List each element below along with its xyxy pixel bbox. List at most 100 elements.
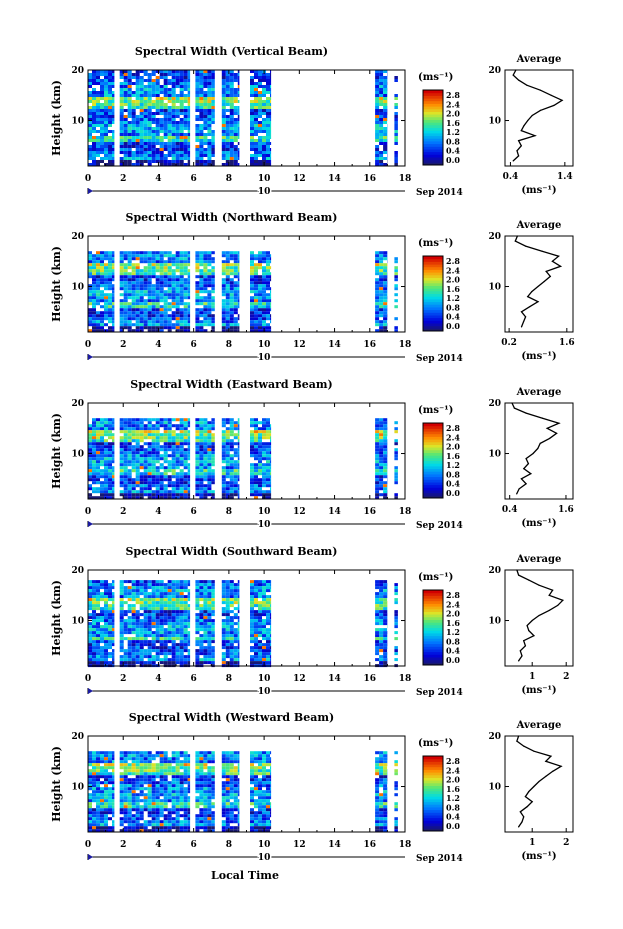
- y-tick-label: 20: [71, 66, 84, 76]
- colorbar-swatch: [423, 122, 443, 126]
- heatmap-cell: [139, 628, 144, 632]
- heatmap-cell: [171, 448, 176, 452]
- heatmap-cell: [221, 85, 226, 88]
- heatmap-cell: [139, 157, 144, 160]
- heatmap-cell: [179, 619, 184, 623]
- heatmap-cell: [258, 293, 262, 297]
- heatmap-cell: [225, 601, 230, 605]
- heatmap-cell: [254, 148, 258, 151]
- colorbar-swatch: [423, 261, 443, 265]
- heatmap-cell: [92, 70, 96, 73]
- heatmap-cell: [127, 85, 132, 88]
- heatmap-cell: [250, 311, 254, 315]
- day-marker-icon: [88, 354, 93, 360]
- heatmap-cell: [175, 163, 180, 166]
- heatmap-cell: [112, 628, 115, 632]
- average-profile-point: [512, 160, 514, 162]
- heatmap-cell: [108, 163, 112, 166]
- heatmap-cell: [225, 493, 230, 497]
- heatmap-cell: [262, 254, 266, 258]
- heatmap-cell: [88, 658, 92, 662]
- heatmap-cell: [159, 296, 164, 300]
- heatmap-cell: [258, 311, 262, 315]
- heatmap-cell: [250, 607, 254, 611]
- colorbar-swatch: [423, 274, 443, 278]
- colorbar-swatch: [423, 100, 443, 104]
- heatmap-cell: [127, 121, 132, 124]
- heatmap-cell: [254, 496, 258, 500]
- heatmap-cell: [155, 284, 160, 288]
- heatmap-cell: [199, 130, 204, 133]
- heatmap-cell: [394, 103, 398, 106]
- heatmap-cell: [203, 631, 208, 635]
- heatmap-cell: [88, 97, 92, 100]
- heatmap-cell: [229, 281, 234, 285]
- heatmap-cell: [131, 142, 136, 145]
- heatmap-cell: [112, 598, 115, 602]
- heatmap-cell: [143, 299, 148, 303]
- colorbar-swatch: [423, 272, 443, 276]
- heatmap-cell: [88, 311, 92, 315]
- heatmap-cell: [195, 302, 200, 306]
- heatmap-cell: [195, 314, 200, 318]
- heatmap-cell: [143, 583, 148, 587]
- heatmap-cell: [100, 445, 104, 449]
- heatmap-cell: [123, 424, 128, 428]
- heatmap-cell: [270, 293, 272, 297]
- heatmap-cell: [108, 151, 112, 154]
- heatmap-cell: [163, 284, 168, 288]
- heatmap-cell: [203, 136, 208, 139]
- heatmap-cell: [171, 601, 176, 605]
- heatmap-cell: [151, 466, 156, 470]
- heatmap-cell: [100, 112, 104, 115]
- heatmap-cell: [199, 457, 204, 461]
- colorbar-swatch: [423, 465, 443, 470]
- colorbar-swatch: [423, 449, 443, 453]
- heatmap-cell: [112, 317, 115, 321]
- heatmap-cell: [151, 634, 156, 638]
- panel-title: Spectral Width (Vertical Beam): [135, 45, 328, 58]
- heatmap-cell: [143, 463, 148, 467]
- heatmap-cell: [207, 317, 212, 321]
- heatmap-cell: [203, 445, 208, 449]
- heatmap-cell: [131, 94, 136, 97]
- heatmap-cell: [262, 281, 266, 285]
- heatmap-cell: [88, 136, 92, 139]
- heatmap-cell: [229, 317, 234, 321]
- heatmap-cell: [96, 454, 100, 458]
- heatmap-cell: [379, 475, 384, 479]
- heatmap-cell: [199, 580, 204, 584]
- heatmap-cell: [233, 607, 238, 611]
- heatmap-cell: [175, 586, 180, 590]
- heatmap-cell: [225, 649, 230, 653]
- heatmap-cell: [104, 109, 108, 112]
- heatmap-cell: [131, 151, 136, 154]
- heatmap-cell: [155, 124, 160, 127]
- heatmap-cell: [383, 269, 388, 273]
- heatmap-cell: [131, 305, 136, 309]
- heatmap-cell: [199, 257, 204, 261]
- heatmap-cell: [383, 311, 388, 315]
- heatmap-cell: [383, 275, 388, 279]
- heatmap-cell: [379, 329, 384, 333]
- heatmap-cell: [92, 103, 96, 106]
- heatmap-cell: [250, 278, 254, 282]
- heatmap-cell: [225, 70, 230, 73]
- heatmap-cell: [199, 418, 204, 422]
- heatmap-cell: [233, 628, 238, 632]
- heatmap-cell: [92, 163, 96, 166]
- heatmap-cell: [119, 121, 124, 124]
- heatmap-cell: [123, 326, 128, 330]
- heatmap-cell: [171, 82, 176, 85]
- heatmap-cell: [127, 302, 132, 306]
- heatmap-cell: [183, 136, 188, 139]
- heatmap-cell: [179, 130, 184, 133]
- heatmap-cell: [159, 619, 164, 623]
- heatmap-cell: [171, 269, 176, 273]
- heatmap-cell: [112, 133, 115, 136]
- heatmap-cell: [131, 329, 136, 333]
- heatmap-cell: [221, 610, 226, 614]
- heatmap-cell: [203, 634, 208, 638]
- heatmap-cell: [233, 448, 238, 452]
- heatmap-cell: [195, 430, 200, 434]
